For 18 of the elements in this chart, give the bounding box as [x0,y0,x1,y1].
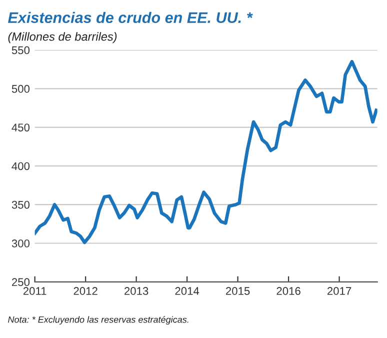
x-tick-label: 2017 [327,287,352,295]
x-tick-label: 2012 [74,287,98,295]
x-tick-label: 2016 [276,287,300,295]
x-tick-label: 2015 [226,287,250,295]
chart-title: Existencias de crudo en EE. UU. * [8,12,253,24]
x-tick-label: 2014 [175,287,200,295]
x-tick-label: 2013 [124,287,148,295]
y-tick-label: 250 [12,278,30,286]
y-tick-label: 550 [12,46,30,54]
x-tick-label: 2011 [23,287,46,295]
text: Nota: * Excluyendo las reservas estratégicas. [8,316,188,325]
chart-subtitle: (Millones de barriles) [8,32,117,44]
y-tick-label: 300 [12,240,30,248]
y-tick-label: 500 [12,84,30,93]
line-series [34,60,378,244]
y-tick-label: 350 [12,200,30,209]
y-tick-label: 400 [12,162,30,170]
y-tick-label: 450 [12,124,30,132]
